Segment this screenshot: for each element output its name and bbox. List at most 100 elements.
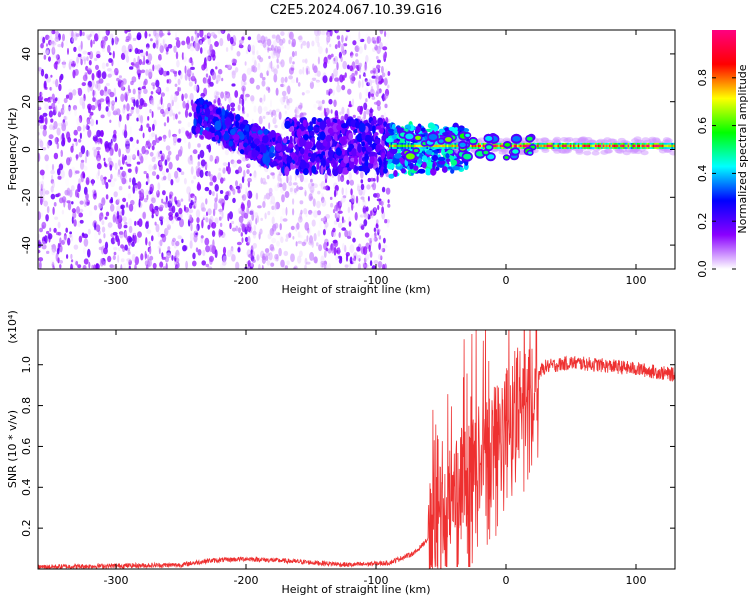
spectrogram-cell <box>394 153 402 159</box>
spectrogram-cell <box>110 203 115 212</box>
spectrogram-cell <box>280 259 285 268</box>
spectrogram-cell <box>284 191 290 198</box>
x-tick-label: 100 <box>626 574 647 587</box>
spectrogram-cell <box>296 222 300 230</box>
spectrogram-cell <box>293 188 297 193</box>
spectrogram-cell <box>99 89 105 96</box>
spectrogram-cell <box>240 152 244 162</box>
spectrogram-cell <box>190 223 193 232</box>
spectrogram-cell <box>250 260 253 268</box>
spectrogram-cell <box>230 159 235 165</box>
spectrogram-cell <box>292 208 295 216</box>
spectrogram-cell <box>240 203 245 212</box>
spectrogram-cell <box>347 230 351 240</box>
spectrogram-cell <box>40 180 45 190</box>
spectrogram-cell <box>57 192 61 197</box>
spectrogram-cell <box>77 53 82 58</box>
spectrogram-cell <box>58 110 61 117</box>
spectrogram-cell <box>124 30 128 34</box>
spectrogram-cell <box>129 66 134 70</box>
spectrogram-cell <box>87 129 92 138</box>
spectrogram-cell <box>220 91 225 99</box>
y-tick-label: 0.6 <box>20 438 33 456</box>
spectrogram-cell <box>98 238 102 244</box>
spectrogram-cell <box>252 250 255 257</box>
spectrogram-cell <box>319 219 322 229</box>
spectrogram-cell <box>242 156 247 162</box>
spectrogram-cell <box>52 125 55 131</box>
spectrogram-cell <box>54 36 60 42</box>
spectrogram-cell <box>83 165 88 171</box>
spectrogram-cell <box>288 67 294 75</box>
spectrogram-cell <box>371 80 375 83</box>
spectrogram-cell <box>172 113 176 121</box>
spectrogram-cell <box>288 75 293 80</box>
spectrogram-cell <box>205 198 208 205</box>
spectrogram-cell <box>325 247 329 252</box>
spectrogram-cell <box>159 45 164 54</box>
spectrogram-cell <box>289 187 293 193</box>
spectrogram-cell <box>284 120 291 129</box>
spectrogram-cell <box>409 162 414 170</box>
spectrogram-cell <box>40 71 44 76</box>
spectrogram-cell <box>126 163 132 167</box>
spectrogram-cell <box>209 255 214 262</box>
spectrogram-cell <box>118 168 121 175</box>
spectrogram-cell <box>82 264 87 269</box>
spectrogram-cell <box>55 252 59 262</box>
spectrogram-cell <box>68 168 73 178</box>
spectrogram-cell <box>256 254 260 261</box>
spectrogram-cell <box>302 119 307 127</box>
spectrogram-cell <box>48 124 54 130</box>
spectrogram-cell <box>364 264 369 268</box>
spectrogram-cell <box>221 30 224 35</box>
spectrogram-cell <box>340 137 346 146</box>
spectrogram-cell <box>159 215 164 220</box>
spectrogram-cell <box>347 88 352 95</box>
spectrogram-cell <box>378 235 382 240</box>
spectrogram-cell <box>103 247 108 255</box>
spectrogram-cell <box>110 180 115 188</box>
spectrogram-cell <box>43 124 47 131</box>
spectrogram-cell <box>46 206 50 214</box>
spectrogram-cell <box>274 253 279 260</box>
spectrogram-cell <box>173 94 178 103</box>
spectrogram-cell <box>136 112 140 117</box>
spectrogram-cell <box>257 55 262 60</box>
spectrogram-cell <box>57 97 60 105</box>
spectrogram-cell <box>575 149 584 155</box>
spectrogram-cell <box>51 249 56 256</box>
spectrogram-cell <box>337 173 341 182</box>
spectrogram-cell <box>235 120 240 129</box>
spectrogram-cell <box>288 56 292 64</box>
spectrogram-cell <box>40 212 43 217</box>
spectrogram-cell <box>383 167 388 174</box>
spectrogram-cell <box>312 198 316 207</box>
spectrogram-cell <box>161 54 165 59</box>
spectrogram-cell <box>351 54 354 62</box>
spectrogram-cell <box>124 244 128 251</box>
spectrogram-cell <box>189 232 194 242</box>
spectrogram-cell <box>163 122 167 127</box>
spectrogram-cell <box>244 61 247 66</box>
spectrogram-cell <box>140 69 146 74</box>
spectrogram-cell <box>88 261 91 269</box>
spectrogram-cell <box>260 177 263 184</box>
spectrogram-cell <box>463 153 472 160</box>
spectrogram-cell <box>341 123 348 129</box>
spectrogram-cell <box>85 95 91 103</box>
spectrogram-cell <box>294 67 297 76</box>
spectrogram-cell <box>112 255 116 261</box>
spectrogram-cell <box>249 173 252 177</box>
spectrogram-cell <box>208 75 212 85</box>
spectrogram-cell <box>314 73 318 77</box>
spectrogram-cell <box>59 237 62 245</box>
spectrogram-cell <box>241 176 245 184</box>
spectrogram-cell <box>263 128 269 135</box>
spectrogram-cell <box>376 59 381 64</box>
spectrogram-cell <box>342 243 345 251</box>
spectrogram-cell <box>369 251 373 258</box>
spectrogram-cell <box>221 115 225 123</box>
spectrogram-cell <box>172 93 176 98</box>
spectrogram-cell <box>603 148 612 154</box>
